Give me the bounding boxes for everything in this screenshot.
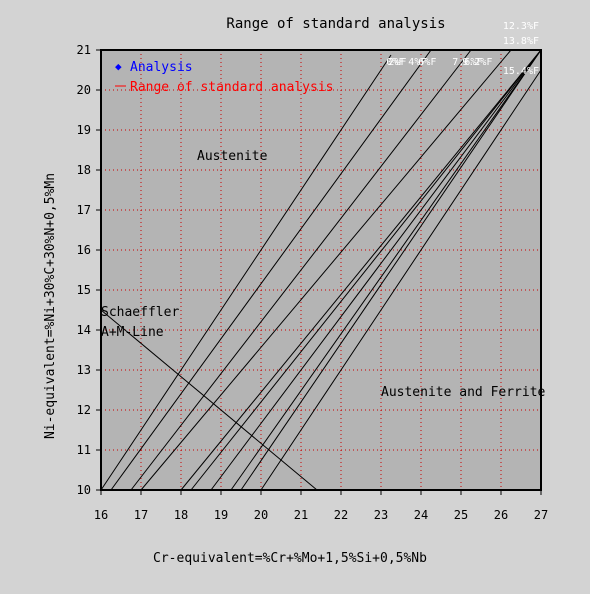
plot-area [101,50,541,490]
y-tick-label: 13 [77,363,91,377]
y-tick-label: 10 [77,483,91,497]
ferrite-label: 4%F [408,57,426,68]
y-tick-label: 19 [77,123,91,137]
legend-label-range: Range of standard analysis [130,80,334,95]
y-tick-label: 18 [77,163,91,177]
ferrite-label: 6%F [418,57,436,68]
ferrite-line [130,49,472,491]
y-tick-label: 17 [77,203,91,217]
x-tick-label: 19 [214,508,228,522]
chart-annotation: Austenite [197,149,268,164]
y-tick-label: 16 [77,243,91,257]
x-tick-label: 20 [254,508,268,522]
ferrite-label: 15.4%F [503,66,539,77]
ferrite-line [140,49,512,491]
ferrite-line [240,49,542,491]
y-tick-label: 15 [77,283,91,297]
x-tick-label: 23 [374,508,388,522]
chart-title: Range of standard analysis [226,16,445,32]
y-tick-label: 11 [77,443,91,457]
legend-marker-analysis: ◆ [115,60,122,73]
x-tick-label: 25 [454,508,468,522]
chart-annotation: Austenite and Ferrite [381,385,546,400]
x-tick-label: 26 [494,508,508,522]
ferrite-lines: 0%F2%F4%F6%F 7.6%F9.2%F 10.7%F 12.3%F 13.8%F… [100,0,542,491]
ferrite-label: 0%F [386,57,404,68]
ferrite-label: 13.8%F [503,36,539,47]
ferrite-line [230,49,542,491]
schaeffler-am-line [100,309,318,491]
ferrite-label: 2%F [388,57,406,68]
tick-layer: 16 17 18 19 20 21 22 23 24 25 26 27 10 11 12 13 14 15 16 17… [77,43,549,522]
ferrite-line [210,49,542,491]
y-tick-label: 14 [77,323,91,337]
ferrite-label: 10.7%F [503,0,539,2]
y-tick-label: 12 [77,403,91,417]
plot-border [100,49,542,491]
ferrite-line [260,69,542,491]
x-tick-label: 18 [174,508,188,522]
x-axis-label: Cr-equivalent=%Cr+%Mo+1,5%Si+0,5%Nb [153,551,427,566]
ferrite-label: 9.2%F [462,57,492,68]
y-axis-label: Ni-equivalent=%Ni+30%C+30%N+0,5%Mn [43,173,58,439]
x-tick-label: 21 [294,508,308,522]
schaeffler-line-layer [100,309,318,491]
y-tick-label: 21 [77,43,91,57]
grid-layer [101,50,541,490]
x-tick-label: 17 [134,508,148,522]
annotation-layer: Austenite Schaeffler A+M-Line Austenite and… [101,149,546,400]
x-tick-label: 22 [334,508,348,522]
chart-annotation: A+M-Line [101,325,164,340]
y-tick-label: 20 [77,83,91,97]
ferrite-label: 7.6%F [452,57,482,68]
ferrite-line [110,49,432,491]
chart-annotation: Schaeffler [101,305,179,320]
ferrite-label: 12.3%F [503,21,539,32]
ferrite-line [100,54,392,491]
x-tick-label: 24 [414,508,428,522]
legend: ◆ Analysis Range of standard analysis [115,60,334,95]
legend-label-analysis: Analysis [130,60,193,75]
x-tick-label: 16 [94,508,108,522]
ferrite-line [190,49,542,491]
ferrite-line [180,49,542,491]
x-tick-label: 27 [534,508,548,522]
